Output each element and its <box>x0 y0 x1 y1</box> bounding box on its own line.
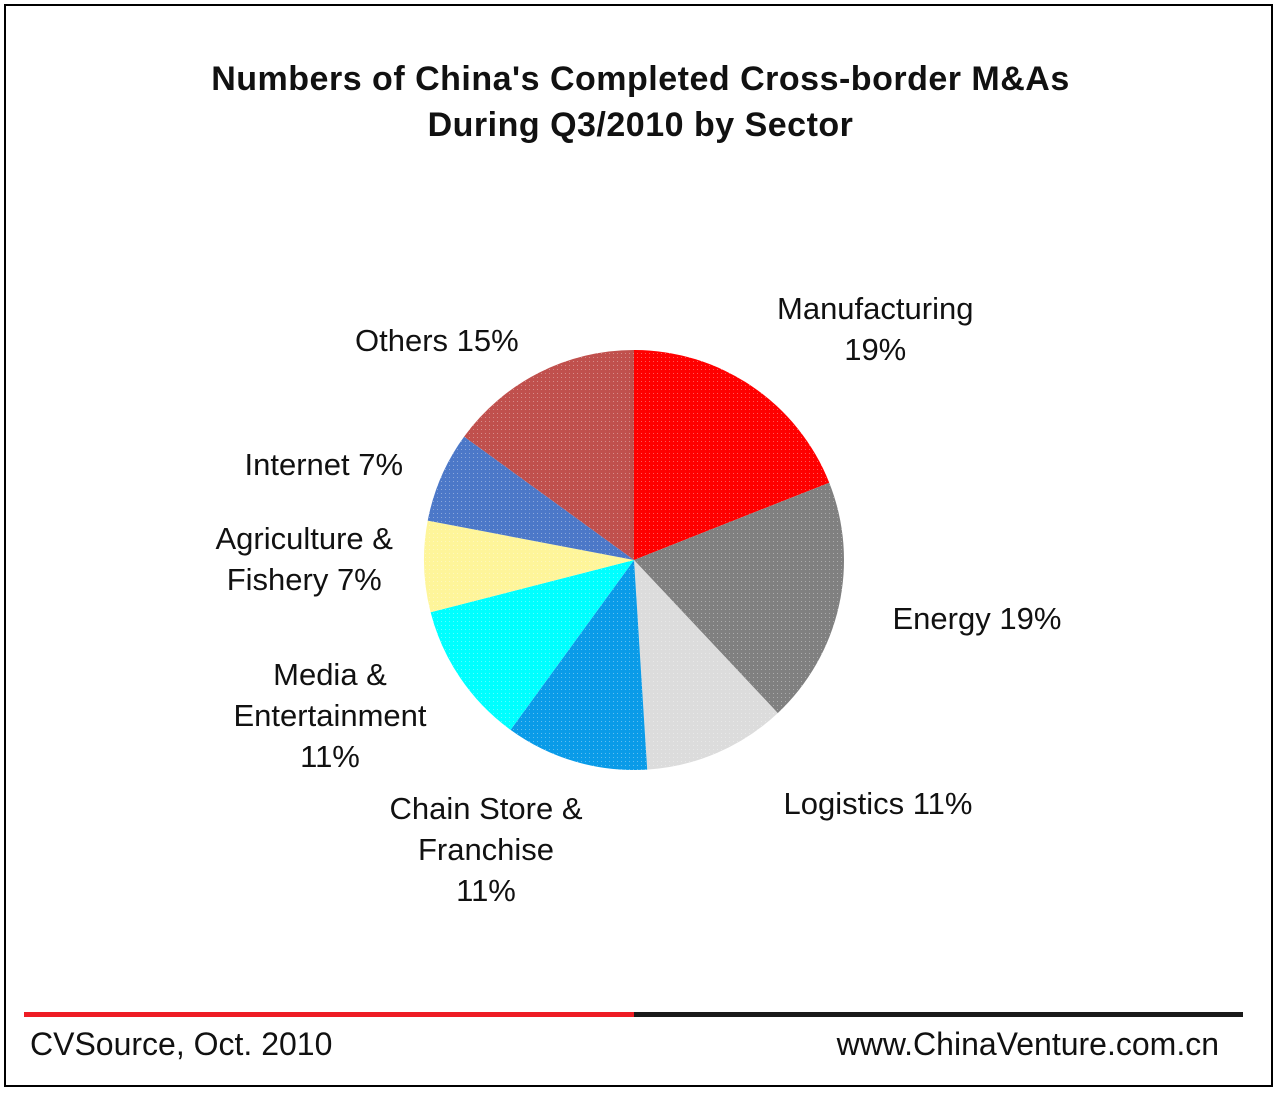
footer-rule-red <box>24 1012 634 1017</box>
footer-rule-black <box>634 1012 1243 1017</box>
chart-title-line-2: During Q3/2010 by Sector <box>427 106 854 144</box>
slice-label-manufacturing: Manufacturing 19% <box>777 288 973 370</box>
slice-label-line: Franchise <box>417 832 555 867</box>
pie-slice-texture-manufacturing <box>634 350 830 560</box>
slice-label-line: Entertainment <box>233 698 427 733</box>
pie-slice-texture-internet <box>427 436 634 560</box>
slice-label-line: Agriculture & <box>215 521 393 556</box>
slice-label-line: Others 15% <box>355 323 519 358</box>
pie-slice-texture-media-entertainment <box>430 560 634 730</box>
slice-label-line: 11% <box>456 873 516 908</box>
chart-title: Numbers of China's Completed Cross-borde… <box>0 56 1281 148</box>
slice-label-internet: Internet 7% <box>245 444 404 485</box>
slice-label-line: Logistics 11% <box>783 786 973 821</box>
slice-label-line: Fishery 7% <box>226 562 382 597</box>
pie-slice-texture-others <box>464 350 634 560</box>
slice-label-line: Energy 19% <box>892 601 1062 636</box>
slice-label-media-entertainment: Media & Entertainment 11% <box>234 654 427 777</box>
pie-slice-texture-chain-store-franchise <box>510 560 648 771</box>
slice-label-line: 19% <box>844 332 907 367</box>
slice-label-line: Media & <box>273 657 387 692</box>
slice-label-energy: Energy 19% <box>893 598 1062 639</box>
pie-slice-texture-energy <box>634 482 844 714</box>
pie-slice-texture-logistics <box>634 560 778 770</box>
pie-slice-texture-agriculture-fishery <box>424 520 634 613</box>
slice-label-line: 11% <box>300 739 360 774</box>
website-link: www.ChinaVenture.com.cn <box>836 1026 1219 1062</box>
slice-label-line: Chain Store & <box>389 791 583 826</box>
slice-label-line: Manufacturing <box>777 291 974 326</box>
chart-title-line-1: Numbers of China's Completed Cross-borde… <box>211 60 1070 98</box>
source-note: CVSource, Oct. 2010 <box>30 1026 333 1062</box>
slice-label-others: Others 15% <box>355 320 519 361</box>
slice-label-chain-store-franchise: Chain Store & Franchise 11% <box>390 788 583 911</box>
slice-label-logistics: Logistics 11% <box>784 783 973 824</box>
pie-slices <box>424 350 844 771</box>
slice-label-agriculture-fishery: Agriculture & Fishery 7% <box>216 518 393 600</box>
slice-label-line: Internet 7% <box>244 447 404 482</box>
